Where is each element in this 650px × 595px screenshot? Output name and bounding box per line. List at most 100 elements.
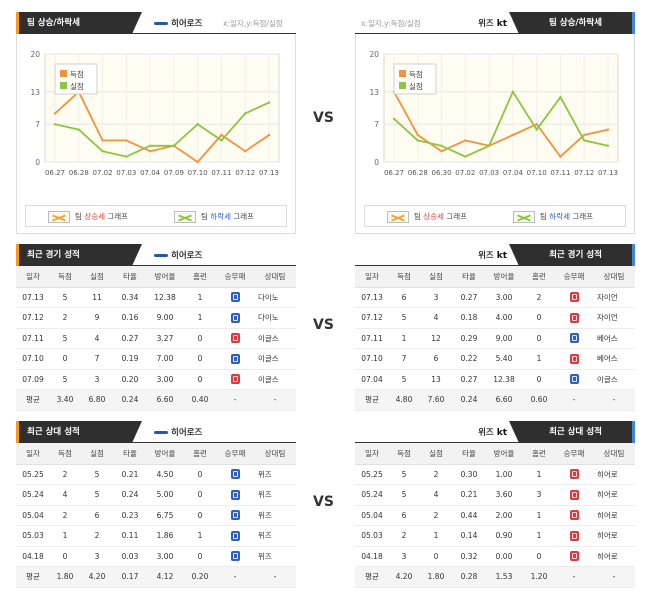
r-cell: 0 <box>50 546 80 567</box>
column-header: 승무패 <box>555 266 593 288</box>
opp-cell: 베어스 <box>593 348 635 370</box>
avg-cell: 0.21 <box>453 484 485 506</box>
legend-swatch <box>399 70 406 77</box>
hr-cell: 1 <box>523 525 555 547</box>
ra-cell: 2 <box>419 464 453 485</box>
column-header: 타율 <box>453 266 485 288</box>
era-cell: 7.00 <box>146 348 184 370</box>
column-header: 득점 <box>389 266 419 288</box>
r-cell: 1 <box>50 525 80 547</box>
era-cell: 0.00 <box>485 546 523 567</box>
era-cell: 1.53 <box>485 566 523 588</box>
data-point <box>511 133 515 137</box>
hr-cell: 0 <box>523 369 555 390</box>
x-tick-label: 07.03 <box>116 169 136 177</box>
data-point <box>464 155 467 158</box>
loss-badge-icon <box>569 530 579 541</box>
date-cell: 07.13 <box>355 287 389 308</box>
era-cell: 12.38 <box>485 369 523 390</box>
loss-badge-icon <box>569 510 579 521</box>
date-cell: 05.24 <box>355 484 389 506</box>
result-cell <box>555 505 593 526</box>
r-cell: 5 <box>389 484 419 506</box>
opp-cell: 자이언 <box>593 287 635 308</box>
opp-cell: 히어로 <box>593 464 635 485</box>
loss-badge-icon <box>569 312 579 323</box>
legend-swatch <box>60 70 67 77</box>
win-badge-icon <box>230 489 240 500</box>
data-point <box>220 133 223 137</box>
team-name-right: 위즈 kt <box>478 19 507 29</box>
ra-cell: 9 <box>80 307 114 329</box>
legend-down-right: 팀 하락세 그래프 <box>513 210 593 224</box>
era-cell: 6.60 <box>485 389 523 411</box>
avg-cell: 0.27 <box>453 287 485 308</box>
date-cell: 05.04 <box>355 505 389 526</box>
column-header: 일자 <box>355 266 389 288</box>
r-cell: 5 <box>389 307 419 329</box>
ra-cell: 0 <box>419 546 453 567</box>
ra-cell: 6 <box>80 505 114 526</box>
data-point <box>148 150 152 153</box>
date-cell: 평균 <box>355 389 389 411</box>
x-tick-label: 07.13 <box>259 169 279 177</box>
ra-cell: 1.80 <box>419 566 453 588</box>
avg-cell: 0.20 <box>114 369 146 390</box>
trend-header-right: x:일자,y:득점/실점 위즈 kt 팀 상승/하락세 <box>355 12 635 34</box>
result-cell <box>555 328 593 349</box>
r-cell: 4.80 <box>389 389 419 411</box>
table-row: 07.13 5 11 0.34 12.38 1 다이노 <box>16 287 296 308</box>
table-row: 07.11 5 4 0.27 3.27 0 이글스 <box>16 328 296 349</box>
era-cell: 2.00 <box>485 505 523 526</box>
vs-label-h2h: VS <box>313 494 334 510</box>
hr-cell: 0.20 <box>184 566 216 588</box>
vs-label-trend: VS <box>313 110 334 126</box>
x-tick-label: 06.27 <box>45 169 65 177</box>
trend-header-left: 팀 상승/하락세 히어로즈 x:일자,y:득점/실점 <box>16 12 296 34</box>
vs-label-recent: VS <box>313 317 334 333</box>
era-cell: 5.00 <box>146 484 184 506</box>
table-row: 05.24 5 4 0.21 3.60 3 히어로 <box>355 484 635 506</box>
trend-chart-right: 0 7 13 20 06.27 06.28 06.30 07.02 07.03 07.04 07.1… <box>355 34 635 234</box>
era-cell: 3.00 <box>485 287 523 308</box>
avg-cell: 0.32 <box>453 546 485 567</box>
era-cell: 4.12 <box>146 566 184 588</box>
h2h-table-right: 일자 득점 실점 타율 방어율 홈런 승무패 상대팀 05.25 5 2 0.30 1.00 1 히어로 05… <box>355 443 635 588</box>
column-header: 방어율 <box>485 443 523 465</box>
h2h-tab-right: 최근 상대 성적 <box>509 421 635 443</box>
hr-cell: 0 <box>184 464 216 485</box>
result-cell <box>216 505 254 526</box>
era-cell: 12.38 <box>146 287 184 308</box>
opp-cell: 이글스 <box>254 328 296 349</box>
date-cell: 07.11 <box>355 328 389 349</box>
data-point <box>392 117 396 121</box>
era-cell: 1.86 <box>146 525 184 547</box>
table-row: 07.12 2 9 0.16 9.00 1 다이노 <box>16 307 296 329</box>
opp-cell: 위즈 <box>254 505 296 526</box>
ra-cell: 2 <box>419 505 453 526</box>
x-tick-label: 06.27 <box>384 169 404 177</box>
column-header: 타율 <box>114 266 146 288</box>
table-row: 05.24 4 5 0.24 5.00 0 위즈 <box>16 484 296 506</box>
date-cell: 07.13 <box>16 287 50 308</box>
ra-cell: 3 <box>80 546 114 567</box>
team-name-right: 위즈 kt <box>478 251 507 261</box>
legend-bar-left: 팀 상승세 그래프 팀 하락세 그래프 <box>25 205 287 227</box>
result-cell <box>555 546 593 567</box>
date-cell: 평균 <box>16 389 50 411</box>
opp-cell: - <box>254 566 296 588</box>
line-chart-left: 0 7 13 20 06.27 06.28 07.02 07.03 07.04 07.09 07.1… <box>30 50 280 177</box>
date-cell: 05.03 <box>16 525 50 547</box>
trend-tab-left: 팀 상승/하락세 <box>16 12 142 34</box>
x-tick-label: 07.09 <box>164 169 184 177</box>
opp-cell: 위즈 <box>254 525 296 547</box>
avg-cell: 0.24 <box>114 484 146 506</box>
x-tick-label: 06.28 <box>69 169 89 177</box>
hr-cell: 1 <box>184 287 216 308</box>
loss-badge-icon <box>569 551 579 562</box>
team-name-left: 히어로즈 <box>154 426 202 438</box>
x-tick-label: 07.02 <box>455 169 475 177</box>
data-point <box>267 101 271 104</box>
column-header: 타율 <box>453 443 485 465</box>
data-point <box>172 144 176 147</box>
